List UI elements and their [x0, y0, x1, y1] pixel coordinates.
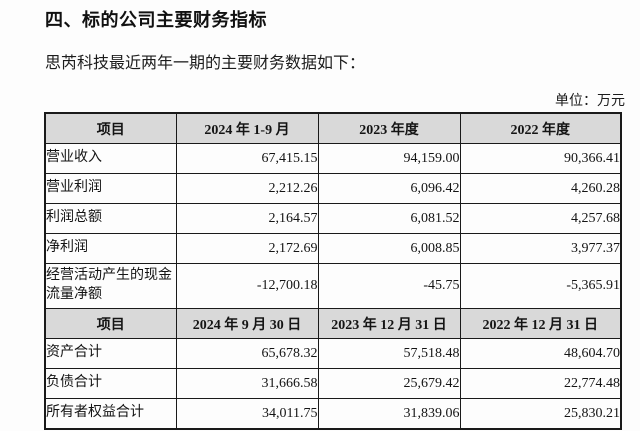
table-row-operating-revenue: 营业收入 67,415.15 94,159.00 90,366.41	[44, 143, 622, 174]
table-row-total-profit: 利润总额 2,164.57 6,081.52 4,257.68	[44, 203, 622, 234]
table-cell: 34,011.75	[175, 398, 319, 430]
table-cell: -45.75	[317, 263, 461, 309]
table-cell: 2,212.26	[175, 173, 319, 204]
income-table-header-row: 项目 2024 年 1-9 月 2023 年度 2022 年度	[44, 112, 622, 144]
table-cell: 48,604.70	[459, 338, 622, 369]
column-header-item: 项目	[44, 112, 177, 144]
table-cell: 31,839.06	[317, 398, 461, 430]
table-cell: 31,666.58	[175, 368, 319, 399]
column-header-period-2022: 2022 年度	[459, 112, 622, 144]
table-row-total-assets: 资产合计 65,678.32 57,518.48 48,604.70	[44, 338, 622, 369]
table-row-total-liabilities: 负债合计 31,666.58 25,679.42 22,774.48	[44, 368, 622, 399]
table-cell: 25,679.42	[317, 368, 461, 399]
column-header-date-2023: 2023 年 12 月 31 日	[317, 308, 461, 339]
table-cell: 67,415.15	[175, 143, 319, 174]
column-header-date-2024: 2024 年 9 月 30 日	[175, 308, 319, 339]
table-cell: 6,081.52	[317, 203, 461, 234]
row-label: 利润总额	[44, 203, 177, 234]
table-cell: 65,678.32	[175, 338, 319, 369]
table-row-operating-profit: 营业利润 2,212.26 6,096.42 4,260.28	[44, 173, 622, 204]
column-header-date-2022: 2022 年 12 月 31 日	[459, 308, 622, 339]
table-cell: 2,172.69	[175, 233, 319, 264]
table-cell: 22,774.48	[459, 368, 622, 399]
table-cell: 90,366.41	[459, 143, 622, 174]
row-label: 负债合计	[44, 368, 177, 399]
table-cell: 6,096.42	[317, 173, 461, 204]
unit-label: 单位：万元	[555, 94, 625, 109]
balance-table-header-row: 项目 2024 年 9 月 30 日 2023 年 12 月 31 日 2022…	[44, 308, 622, 339]
table-cell: 25,830.21	[459, 398, 622, 430]
table-row-operating-cash-flow: 经营活动产生的现金流量净额 -12,700.18 -45.75 -5,365.9…	[44, 263, 622, 309]
column-header-period-2024: 2024 年 1-9 月	[175, 112, 319, 144]
column-header-item: 项目	[44, 308, 177, 339]
row-label: 所有者权益合计	[44, 398, 177, 430]
table-cell: 4,257.68	[459, 203, 622, 234]
table-cell: 94,159.00	[317, 143, 461, 174]
page-title: 四、标的公司主要财务指标	[45, 10, 267, 30]
table-cell: 4,260.28	[459, 173, 622, 204]
table-cell: -5,365.91	[459, 263, 622, 309]
row-label: 营业利润	[44, 173, 177, 204]
row-label: 净利润	[44, 233, 177, 264]
table-cell: 3,977.37	[459, 233, 622, 264]
row-label: 资产合计	[44, 338, 177, 369]
column-header-period-2023: 2023 年度	[317, 112, 461, 144]
financial-table: 项目 2024 年 1-9 月 2023 年度 2022 年度 营业收入 67,…	[44, 112, 622, 430]
table-row-total-equity: 所有者权益合计 34,011.75 31,839.06 25,830.21	[44, 398, 622, 430]
row-label: 经营活动产生的现金流量净额	[44, 263, 177, 309]
row-label: 营业收入	[44, 143, 177, 174]
table-cell: -12,700.18	[175, 263, 319, 309]
table-cell: 6,008.85	[317, 233, 461, 264]
table-cell: 2,164.57	[175, 203, 319, 234]
table-cell: 57,518.48	[317, 338, 461, 369]
table-row-net-profit: 净利润 2,172.69 6,008.85 3,977.37	[44, 233, 622, 264]
intro-text: 思芮科技最近两年一期的主要财务数据如下：	[45, 55, 366, 72]
